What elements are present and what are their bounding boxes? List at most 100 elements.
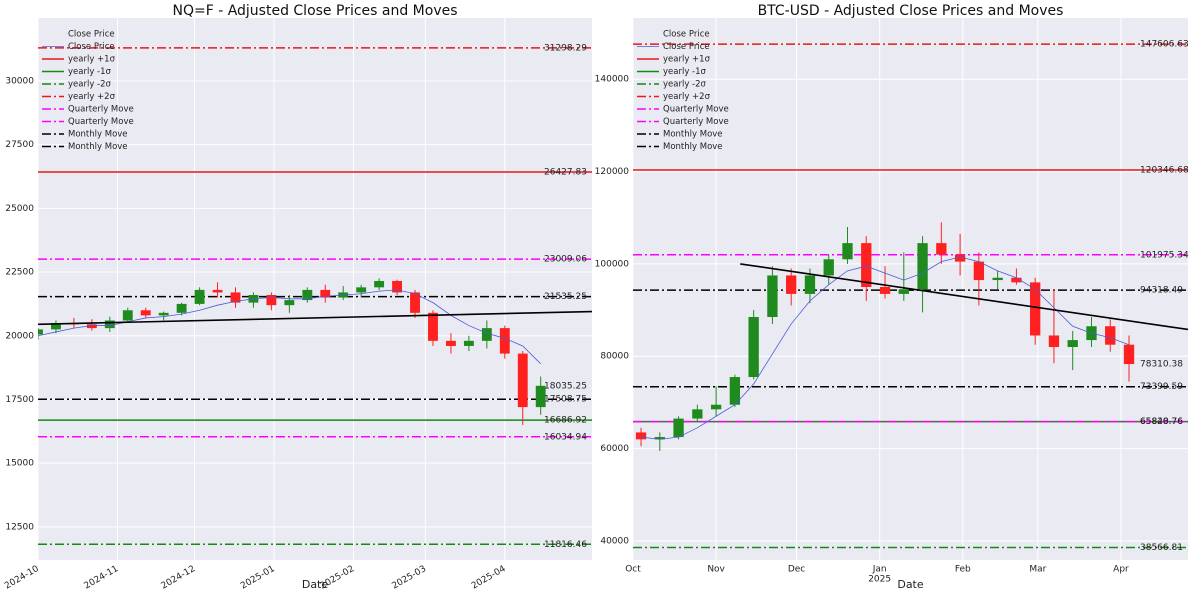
level-label: 17508.75 (544, 395, 587, 405)
legend-label: yearly -1σ (68, 67, 112, 77)
candle-body (710, 404, 722, 410)
legend-label: yearly +2σ (663, 92, 711, 102)
candle-body (729, 377, 741, 405)
legend-label: yearly -1σ (663, 67, 707, 77)
x-axis-label: Date (897, 578, 924, 591)
legend-label: Monthly Move (68, 142, 128, 152)
x-tick-label: 2025-01 (239, 564, 277, 591)
candle-body (392, 280, 403, 293)
candle-body (122, 310, 133, 321)
candle-body (374, 280, 385, 288)
candle-body (1030, 282, 1041, 336)
level-label: 38566.81 (1140, 543, 1183, 553)
candle-body (176, 303, 187, 313)
level-label: 101975.34 (1140, 250, 1189, 260)
level-label: 23009.06 (544, 255, 587, 265)
candle-body (954, 254, 966, 262)
candle-body (823, 259, 834, 276)
level-label: 16686.92 (544, 416, 587, 426)
candle-body (692, 409, 703, 419)
x-tick-label: Oct (625, 565, 641, 575)
candle-body (654, 437, 665, 440)
candle-body (673, 418, 684, 438)
plot-content (633, 43, 1188, 549)
candle-body (194, 289, 205, 304)
x-tick-sublabel: 2025 (868, 575, 891, 585)
legend-label: Quarterly Move (68, 117, 134, 127)
level-label: 147606.63 (1140, 40, 1189, 50)
x-tick-label: Mar (1029, 565, 1046, 575)
level-label: 65840.76 (1140, 417, 1183, 427)
x-tick-label: Dec (788, 565, 805, 575)
legend-label: Monthly Move (663, 130, 723, 140)
plot-content (38, 47, 592, 546)
candle-body (786, 275, 797, 294)
chart-title: BTC-USD - Adjusted Close Prices and Move… (758, 3, 1064, 19)
candle-body (1048, 335, 1060, 348)
candle-body (38, 329, 43, 335)
candle-body (463, 340, 474, 346)
candle-body (1011, 277, 1022, 283)
candle-body (748, 317, 759, 378)
legend-label: yearly -2σ (663, 80, 707, 90)
y-tick-label: 12500 (5, 522, 34, 532)
x-tick-label: 2025-03 (390, 564, 428, 591)
candle-body (445, 340, 456, 346)
legend-label: Close Price (68, 30, 115, 40)
level-label: 16034.94 (544, 432, 587, 442)
level-label: 18035.25 (544, 381, 587, 391)
y-tick-label: 30000 (5, 76, 34, 86)
candle-body (804, 275, 816, 294)
candle-body (635, 432, 647, 440)
level-label: 94318.49 (1140, 286, 1183, 296)
candle-body (428, 312, 438, 341)
candle-body (51, 323, 61, 330)
y-tick-label: 100000 (595, 259, 630, 269)
candle-body (481, 328, 492, 341)
legend-label: yearly -2σ (68, 80, 112, 90)
legend-label: Quarterly Move (663, 105, 729, 115)
x-tick-label: 2024-10 (3, 564, 41, 592)
legend-label: Close Price (68, 42, 115, 52)
level-label: 26427.83 (544, 167, 587, 177)
x-tick-label: 2024-11 (83, 564, 121, 591)
candle-body (320, 289, 331, 298)
x-tick-label: 2024-12 (160, 564, 198, 591)
candle-body (767, 275, 778, 318)
legend-label: yearly +1σ (663, 55, 711, 65)
candle-body (1105, 326, 1116, 345)
candle-body (86, 324, 97, 329)
candle-body (842, 243, 853, 260)
chart-title: NQ=F - Adjusted Close Prices and Moves (172, 3, 457, 19)
candle-body (973, 261, 985, 281)
candle-body (302, 289, 313, 301)
candle-body (158, 312, 169, 316)
x-tick-label: Jan (872, 565, 887, 575)
candle-body (266, 294, 277, 306)
candle-body (535, 385, 546, 408)
legend-label: yearly +1σ (68, 55, 116, 65)
level-label: 31298.29 (544, 43, 587, 53)
candle-body (230, 292, 241, 303)
candle-body (212, 289, 223, 293)
y-tick-label: 15000 (5, 459, 34, 469)
candle-body (140, 310, 151, 316)
average-line (640, 256, 1130, 440)
level-label: 78310.38 (1140, 360, 1183, 370)
candle-body (284, 300, 295, 306)
y-tick-label: 27500 (5, 140, 34, 150)
level-label: 120346.68 (1140, 165, 1189, 175)
legend-label: Quarterly Move (663, 117, 729, 127)
candle-body (898, 289, 909, 294)
y-tick-label: 80000 (600, 352, 629, 362)
candle-body (356, 287, 367, 293)
candle-body (517, 353, 528, 408)
y-tick-label: 22500 (5, 268, 34, 278)
level-label: 65828.76 (1140, 417, 1183, 427)
legend-label: Close Price (663, 42, 710, 52)
candle-body (1123, 344, 1135, 365)
level-label: 73399.59 (1140, 382, 1183, 392)
candle-body (861, 243, 872, 287)
